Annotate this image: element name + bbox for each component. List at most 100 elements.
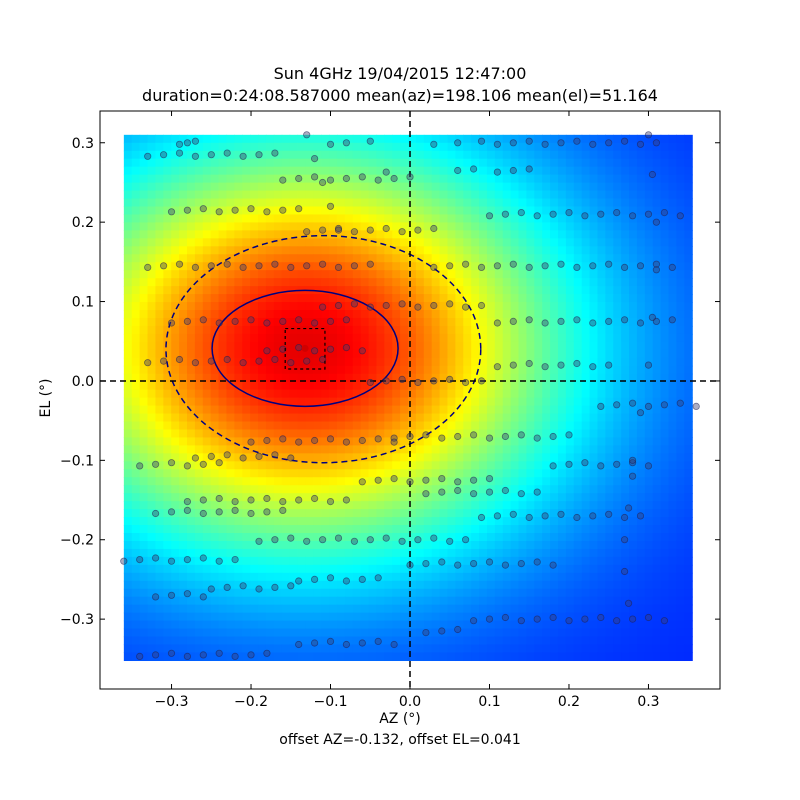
heatmap-cell [226,421,235,431]
heatmap-cell [226,286,235,295]
heatmap-cell [534,302,543,311]
heatmap-cell [234,540,243,550]
heatmap-cell [589,222,599,231]
heatmap-cell [210,317,220,327]
heatmap-cell [218,612,228,622]
heatmap-cell [621,620,630,630]
heatmap-cell [423,469,433,478]
heatmap-cell [273,310,283,319]
heatmap-cell [534,429,543,439]
scan-point [573,316,581,324]
heatmap-cell [400,429,409,439]
scan-point [676,212,684,220]
heatmap-cell [179,182,188,192]
heatmap-cell [668,150,677,160]
heatmap-cell [652,302,662,311]
heatmap-cell [447,572,456,582]
heatmap-cell [305,437,314,446]
heatmap-cell [431,365,441,375]
heatmap-cell [573,142,583,152]
heatmap-cell [368,604,378,614]
heatmap-cell [202,294,212,303]
heatmap-cell [226,628,235,638]
heatmap-cell [171,461,180,470]
heatmap-cell [494,381,504,391]
heatmap-cell [636,222,646,231]
heatmap-cell [415,142,425,152]
heatmap-cell [265,150,275,160]
heatmap-cell [234,533,243,542]
heatmap-cell [557,501,567,510]
heatmap-cell [565,134,575,144]
heatmap-cell [463,596,472,606]
heatmap-cell [455,405,464,415]
heatmap-cell [408,325,417,335]
heatmap-cell [289,278,299,287]
heatmap-cell [534,628,543,638]
scan-point [310,319,319,327]
heatmap-cell [408,405,417,415]
heatmap-cell [573,405,583,415]
heatmap-cell [194,509,204,518]
heatmap-cell [510,493,520,502]
heatmap-cell [573,596,583,606]
scan-point [374,476,382,484]
heatmap-cell [510,134,520,144]
heatmap-cell [486,373,496,383]
heatmap-cell [139,262,149,271]
heatmap-cell [344,333,354,343]
heatmap-cell [376,341,385,351]
heatmap-cell [289,134,299,144]
heatmap-cell [163,501,172,510]
heatmap-cell [471,548,480,558]
heatmap-cell [636,652,646,662]
heatmap-cell [210,230,220,239]
heatmap-cell [526,453,535,462]
scan-point [342,139,350,147]
heatmap-cell [684,254,693,263]
heatmap-cell [368,206,378,216]
heatmap-cell [147,206,157,216]
heatmap-cell [581,644,591,654]
heatmap-cell [147,485,157,494]
heatmap-cell [384,190,393,200]
scan-point [597,402,605,410]
heatmap-cell [629,158,638,168]
heatmap-cell [557,525,567,534]
heatmap-cell [186,373,196,383]
heatmap-cell [676,397,685,407]
heatmap-cell [384,548,393,558]
heatmap-cell [557,198,567,208]
scan-point [247,205,255,213]
heatmap-cell [581,174,591,184]
heatmap-cell [163,540,172,550]
heatmap-cell [589,302,599,311]
heatmap-cell [171,572,180,582]
heatmap-cell [581,596,591,606]
heatmap-cell [573,198,583,208]
heatmap-cell [171,365,180,375]
heatmap-cell [234,134,243,144]
heatmap-cell [313,572,322,582]
heatmap-cell [557,405,567,415]
heatmap-cell [660,150,670,160]
heatmap-cell [297,533,306,542]
heatmap-cell [676,150,685,160]
heatmap-cell [455,564,464,574]
heatmap-cell [202,437,212,446]
heatmap-cell [163,397,172,407]
heatmap-cell [186,310,196,319]
heatmap-cell [171,636,180,646]
heatmap-cell [629,389,638,399]
heatmap-cell [636,517,646,526]
heatmap-cell [621,652,630,662]
heatmap-cell [581,437,591,446]
heatmap-cell [636,445,646,454]
heatmap-cell [202,238,212,247]
heatmap-cell [455,397,464,407]
heatmap-cell [273,572,283,582]
heatmap-cell [155,405,164,415]
heatmap-cell [123,596,133,606]
heatmap-cell [550,349,559,359]
heatmap-cell [329,517,338,526]
